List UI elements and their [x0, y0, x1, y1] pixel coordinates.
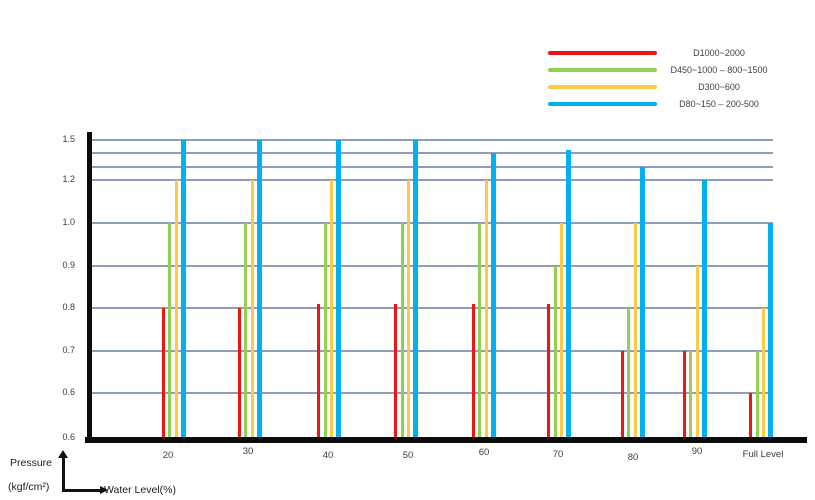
- x-tick-label: 70: [552, 449, 564, 460]
- bar: [471, 303, 475, 437]
- gridline: [92, 392, 773, 394]
- y-axis-title: Pressure: [10, 457, 53, 469]
- y-tick-label: 0.6: [62, 432, 75, 442]
- bar: [682, 350, 686, 437]
- y-tick-label: 0.7: [62, 344, 75, 355]
- x-tick-label: 80: [627, 452, 639, 463]
- bar: [768, 223, 773, 437]
- legend-label: D450~1000 – 800~1500: [670, 64, 768, 75]
- bar: [174, 180, 178, 437]
- legend-label: D1000~2000: [693, 47, 745, 58]
- legend-item: D450~1000 – 800~1500: [548, 61, 784, 78]
- bar: [490, 153, 496, 437]
- x-tick-label: 30: [242, 446, 254, 457]
- legend-item: D80~150 – 200-500: [548, 95, 784, 112]
- y-axis-unit: (kgf/cm²): [8, 481, 50, 493]
- gridline: [92, 165, 773, 168]
- legend-color-line: [548, 67, 657, 72]
- bar: [560, 223, 563, 437]
- bar: [180, 139, 186, 437]
- bar: [639, 166, 645, 437]
- bar: [413, 139, 418, 437]
- gridline: [92, 264, 773, 267]
- legend-label: D300~600: [698, 81, 740, 92]
- bar: [323, 223, 327, 437]
- y-tick-label: 1.2: [62, 174, 75, 184]
- legend-color-line: [548, 101, 657, 106]
- y-tick-label: 0.6: [62, 387, 75, 397]
- y-tick-label: 0.9: [62, 259, 75, 270]
- bar: [394, 303, 397, 437]
- bar: [627, 308, 630, 437]
- gridline: [92, 152, 773, 154]
- bar: [695, 265, 699, 437]
- y-axis-line: [87, 132, 92, 443]
- bar: [317, 303, 320, 437]
- bar: [762, 308, 765, 437]
- bar: [553, 265, 557, 437]
- bar: [701, 180, 707, 437]
- legend-color-line: [548, 84, 657, 89]
- bar: [566, 150, 571, 437]
- x-tick-label: 40: [322, 450, 334, 461]
- x-tick-label: 50: [402, 450, 414, 461]
- bar: [336, 139, 341, 437]
- gridline: [92, 349, 773, 352]
- bar: [407, 180, 410, 437]
- bar: [633, 223, 637, 437]
- gridline: [92, 179, 773, 181]
- axis-arrow-horizontal: [62, 489, 100, 492]
- gridline: [92, 138, 773, 141]
- y-tick-label: 0.8: [62, 302, 75, 312]
- bar: [161, 308, 165, 437]
- x-tick-label: 20: [162, 450, 174, 461]
- bar: [256, 139, 262, 437]
- gridline: [92, 222, 773, 224]
- bar: [749, 393, 752, 437]
- y-tick-label: 1.0: [62, 217, 75, 227]
- bar: [689, 350, 692, 437]
- bar: [237, 308, 241, 437]
- legend-label: D80~150 – 200-500: [679, 98, 759, 109]
- axis-arrow-vertical: [62, 457, 65, 492]
- x-tick-label: 60: [478, 447, 490, 458]
- bar: [168, 223, 171, 437]
- x-tick-label: Full Level: [742, 449, 784, 460]
- x-axis-title: Water Level(%): [104, 484, 176, 496]
- bar: [330, 180, 333, 437]
- y-tick-label: 1.5: [62, 133, 75, 144]
- bar: [620, 350, 624, 437]
- bar: [250, 180, 254, 437]
- bar: [547, 303, 550, 437]
- legend: D1000~2000 D450~1000 – 800~1500 D300~600 D8…: [548, 44, 784, 112]
- legend-color-line: [548, 50, 657, 55]
- legend-item: D300~600: [548, 78, 784, 95]
- gridline: [92, 307, 773, 309]
- legend-item: D1000~2000: [548, 44, 784, 61]
- bar: [244, 223, 247, 437]
- x-tick-label: 90: [691, 446, 703, 457]
- bar: [755, 350, 759, 437]
- right-arrow-icon: [100, 486, 108, 494]
- bar: [478, 223, 481, 437]
- x-axis-line: [85, 437, 807, 443]
- bar: [400, 223, 404, 437]
- bar: [484, 180, 488, 437]
- up-arrow-icon: [58, 450, 68, 458]
